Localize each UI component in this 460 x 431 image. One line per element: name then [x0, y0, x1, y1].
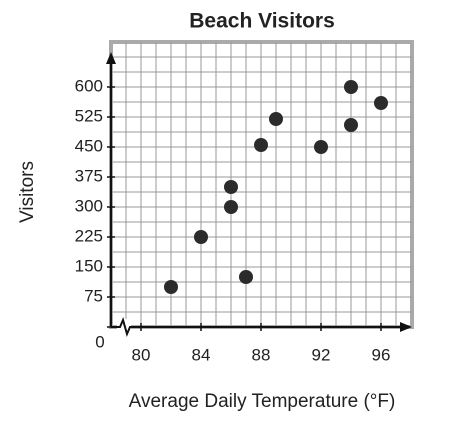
y-tick-label: 150	[75, 256, 103, 275]
data-point	[314, 140, 328, 154]
x-axis-arrow	[400, 322, 412, 332]
data-point	[224, 180, 238, 194]
y-tick-label: 375	[75, 166, 103, 185]
y-tick-label: 0	[95, 332, 104, 351]
y-axis-label: Visitors	[17, 161, 38, 223]
x-tick-label: 88	[252, 345, 271, 364]
y-tick-label: 75	[84, 286, 103, 305]
data-point	[344, 118, 358, 132]
x-axis-label: Average Daily Temperature (°F)	[129, 391, 396, 412]
y-tick-label: 225	[75, 226, 103, 245]
data-point	[374, 96, 388, 110]
data-point	[239, 270, 253, 284]
data-point	[254, 138, 268, 152]
y-tick-label: 450	[75, 136, 103, 155]
x-tick-label: 84	[192, 345, 211, 364]
x-tick-label: 92	[312, 345, 331, 364]
y-tick-label: 300	[75, 196, 103, 215]
data-point	[224, 200, 238, 214]
y-tick-label: 600	[75, 76, 103, 95]
data-point	[269, 112, 283, 126]
chart-title: Beach Visitors	[189, 10, 335, 33]
axis-break	[115, 317, 135, 337]
data-point	[344, 80, 358, 94]
data-point	[164, 280, 178, 294]
x-tick-label: 96	[372, 345, 391, 364]
y-tick-label: 525	[75, 106, 103, 125]
x-tick-label: 80	[132, 345, 151, 364]
y-axis-arrow	[106, 52, 116, 64]
data-point	[194, 230, 208, 244]
